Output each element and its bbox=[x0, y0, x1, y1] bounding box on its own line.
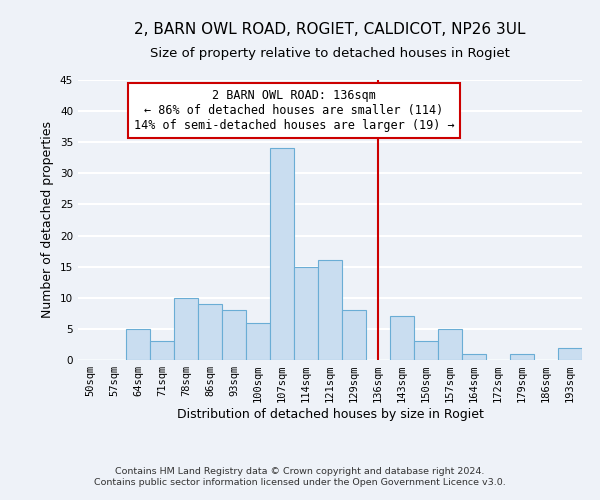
Bar bbox=[318, 260, 342, 360]
Bar bbox=[558, 348, 582, 360]
Text: 2, BARN OWL ROAD, ROGIET, CALDICOT, NP26 3UL: 2, BARN OWL ROAD, ROGIET, CALDICOT, NP26… bbox=[134, 22, 526, 38]
Bar bbox=[270, 148, 294, 360]
Bar bbox=[198, 304, 222, 360]
Text: Size of property relative to detached houses in Rogiet: Size of property relative to detached ho… bbox=[150, 48, 510, 60]
Bar bbox=[414, 342, 438, 360]
Bar bbox=[126, 329, 150, 360]
Text: Contains public sector information licensed under the Open Government Licence v3: Contains public sector information licen… bbox=[94, 478, 506, 487]
Bar bbox=[246, 322, 270, 360]
X-axis label: Distribution of detached houses by size in Rogiet: Distribution of detached houses by size … bbox=[176, 408, 484, 421]
Bar bbox=[174, 298, 198, 360]
Bar bbox=[294, 266, 318, 360]
Bar bbox=[222, 310, 246, 360]
Bar bbox=[438, 329, 462, 360]
Bar bbox=[390, 316, 414, 360]
Y-axis label: Number of detached properties: Number of detached properties bbox=[41, 122, 55, 318]
Bar bbox=[150, 342, 174, 360]
Text: Contains HM Land Registry data © Crown copyright and database right 2024.: Contains HM Land Registry data © Crown c… bbox=[115, 467, 485, 476]
Text: 2 BARN OWL ROAD: 136sqm
← 86% of detached houses are smaller (114)
14% of semi-d: 2 BARN OWL ROAD: 136sqm ← 86% of detache… bbox=[134, 90, 454, 132]
Bar bbox=[342, 310, 366, 360]
Bar bbox=[462, 354, 486, 360]
Bar bbox=[510, 354, 534, 360]
